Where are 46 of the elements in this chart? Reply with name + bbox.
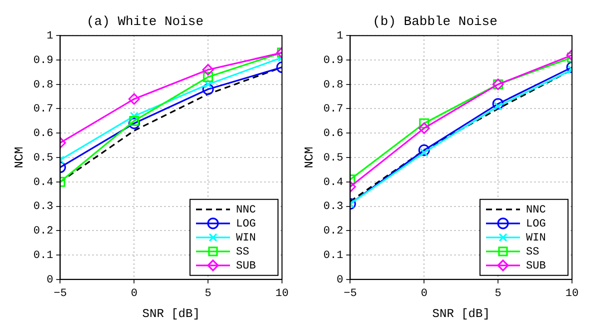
legend-label: LOG xyxy=(526,218,546,230)
x-tick-label: 0 xyxy=(420,288,428,300)
legend-label: SS xyxy=(236,246,250,258)
x-axis-title: SNR [dB] xyxy=(142,306,200,321)
y-axis-title: NCM xyxy=(12,146,26,168)
legend-label: SUB xyxy=(526,260,546,272)
y-tick-label: 0.1 xyxy=(323,250,344,262)
y-tick-label: 0.6 xyxy=(33,128,54,140)
y-tick-label: 0.9 xyxy=(323,54,344,67)
y-tick-label: 0.1 xyxy=(33,250,54,262)
y-tick-label: 0.5 xyxy=(33,152,54,164)
x-tick-label: −5 xyxy=(54,288,67,300)
legend-label: SS xyxy=(526,246,540,258)
y-tick-label: 0.8 xyxy=(323,79,344,92)
x-tick-label: −5 xyxy=(344,288,357,300)
legend-label: LOG xyxy=(236,218,256,230)
y-axis-title: NCM xyxy=(302,146,316,168)
y-tick-label: 0.4 xyxy=(323,176,344,189)
x-tick-label: 10 xyxy=(565,288,579,300)
y-tick-label: 0.2 xyxy=(323,226,344,238)
y-tick-label: 0.7 xyxy=(323,104,344,116)
x-tick-label: 5 xyxy=(494,288,502,300)
y-tick-label: 0 xyxy=(336,274,344,286)
y-tick-label: 0.8 xyxy=(33,79,54,92)
y-tick-label: 1 xyxy=(46,30,54,43)
legend-label: WIN xyxy=(526,232,546,244)
y-tick-label: 0.2 xyxy=(33,226,54,238)
y-tick-label: 0.4 xyxy=(33,176,54,189)
y-tick-label: 1 xyxy=(336,30,344,43)
legend-label: WIN xyxy=(236,232,256,244)
x-tick-label: 0 xyxy=(130,288,138,300)
chart-title: (b) Babble Noise xyxy=(372,14,498,30)
x-tick-label: 5 xyxy=(204,288,212,300)
y-tick-label: 0.5 xyxy=(323,152,344,164)
x-tick-label: 10 xyxy=(275,288,289,300)
legend-label: NNC xyxy=(236,204,256,216)
y-tick-label: 0 xyxy=(46,274,54,286)
y-tick-label: 0.6 xyxy=(323,128,344,140)
legend-label: NNC xyxy=(526,204,546,216)
x-axis-title: SNR [dB] xyxy=(432,306,490,321)
y-tick-label: 0.9 xyxy=(33,54,54,67)
y-tick-label: 0.3 xyxy=(323,201,344,214)
chart-title: (a) White Noise xyxy=(86,14,204,30)
legend-label: SUB xyxy=(236,260,256,272)
y-tick-label: 0.7 xyxy=(33,104,54,116)
y-tick-label: 0.3 xyxy=(33,201,54,214)
